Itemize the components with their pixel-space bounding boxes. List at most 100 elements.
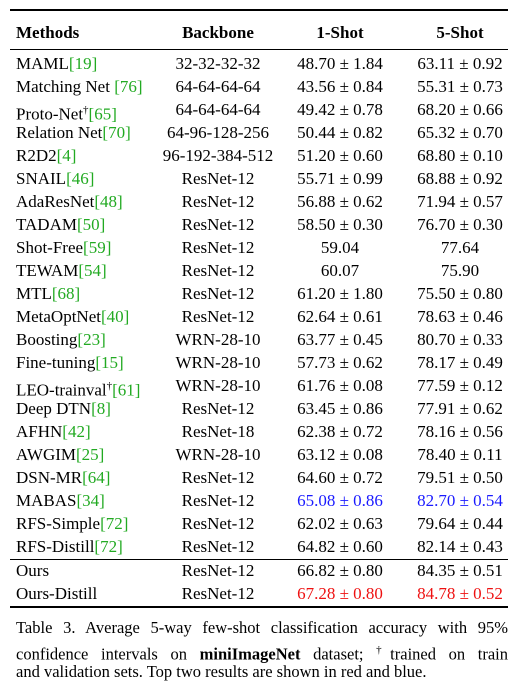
accuracy-cell: 63.77 ± 0.45 — [297, 330, 383, 349]
accuracy-cell: 76.70 ± 0.30 — [417, 215, 503, 234]
caption-text: trained on train — [390, 644, 509, 664]
method-cell: Fine-tuning[15] — [16, 353, 124, 373]
method-name: Ours — [16, 561, 50, 580]
accuracy-cell: 57.73 ± 0.62 — [297, 353, 383, 372]
accuracy-cell: 55.71 ± 0.99 — [297, 169, 383, 188]
backbone-cell: ResNet-12 — [181, 284, 255, 303]
accuracy-cell: 80.70 ± 0.33 — [417, 330, 503, 349]
method-cell: Proto-Net†[65] — [16, 100, 117, 125]
header-rule — [10, 49, 508, 50]
column-header: Methods — [16, 23, 80, 42]
method-cell: AdaResNet[48] — [16, 192, 123, 212]
method-name: SNAIL — [16, 169, 67, 188]
method-cell: MetaOptNet[40] — [16, 307, 129, 327]
citation: [50] — [76, 215, 106, 234]
citation: [65] — [88, 104, 117, 124]
caption-text: and validation sets. Top two results are… — [16, 662, 427, 681]
backbone-cell: ResNet-12 — [181, 584, 255, 603]
backbone-cell: WRN-28-10 — [175, 445, 261, 464]
accuracy-cell: 58.50 ± 0.30 — [297, 215, 383, 234]
caption-line: Table 3. Average 5-way few-shot classifi… — [16, 617, 508, 639]
accuracy-cell: 51.20 ± 0.60 — [297, 146, 383, 165]
citation: [72] — [100, 514, 129, 533]
caption-text: miniImageNet — [199, 644, 301, 664]
citation: [19] — [68, 54, 98, 73]
method-name: TEWAM — [16, 261, 79, 280]
caption-text: dataset; — [300, 644, 377, 664]
column-header: 1-Shot — [316, 23, 364, 42]
accuracy-cell: 60.07 — [320, 261, 360, 280]
citation: [76] — [114, 77, 143, 96]
backbone-cell: ResNet-12 — [181, 491, 255, 510]
citation: [54] — [78, 261, 107, 280]
accuracy-cell: 77.91 ± 0.62 — [417, 399, 503, 418]
caption-line: confidence intervals on miniImageNet dat… — [16, 639, 508, 666]
top-rule — [10, 9, 508, 11]
accuracy-cell: 68.88 ± 0.92 — [417, 169, 503, 188]
method-cell: MAML[19] — [16, 54, 97, 74]
accuracy-cell: 78.63 ± 0.46 — [417, 307, 503, 326]
method-cell: Relation Net[70] — [16, 123, 131, 143]
accuracy-cell: 48.70 ± 1.84 — [297, 54, 383, 73]
method-name: DSN-MR — [16, 468, 83, 487]
citation: [34] — [76, 491, 105, 510]
accuracy-cell: 63.12 ± 0.08 — [297, 445, 383, 464]
method-cell: DSN-MR[64] — [16, 468, 110, 488]
backbone-cell: ResNet-12 — [181, 261, 255, 280]
method-cell: TADAM[50] — [16, 215, 105, 235]
caption-line: and validation sets. Top two results are… — [16, 661, 508, 683]
citation: [40] — [100, 307, 130, 326]
method-cell: Ours — [16, 561, 49, 581]
accuracy-cell: 65.08 ± 0.86 — [297, 491, 383, 510]
accuracy-cell: 79.51 ± 0.50 — [417, 468, 503, 487]
accuracy-cell: 68.80 ± 0.10 — [417, 146, 503, 165]
method-name: RFS-Distill — [16, 537, 95, 556]
citation: [46] — [66, 169, 95, 188]
citation: [61] — [112, 380, 141, 400]
citation: [59] — [83, 238, 112, 257]
backbone-cell: 32-32-32-32 — [175, 54, 261, 73]
citation: [4] — [56, 146, 77, 165]
column-header: 5-Shot — [436, 23, 484, 42]
backbone-cell: ResNet-12 — [181, 307, 255, 326]
method-cell: RFS-Simple[72] — [16, 514, 128, 534]
method-cell: TEWAM[54] — [16, 261, 107, 281]
method-cell: RFS-Distill[72] — [16, 537, 123, 557]
method-name: Proto-Net — [16, 104, 84, 124]
method-name: Matching Net — [16, 77, 115, 96]
method-name: LEO-trainval — [16, 380, 107, 400]
method-cell: Boosting[23] — [16, 330, 106, 350]
accuracy-cell: 63.11 ± 0.92 — [417, 54, 503, 73]
accuracy-cell: 77.64 — [440, 238, 480, 257]
method-name: MetaOptNet — [16, 307, 101, 326]
method-name: Relation Net — [16, 123, 103, 142]
backbone-cell: 96-192-384-512 — [162, 146, 274, 165]
backbone-cell: ResNet-12 — [181, 561, 255, 580]
accuracy-cell: 64.60 ± 0.72 — [297, 468, 383, 487]
accuracy-cell: 75.50 ± 0.80 — [417, 284, 503, 303]
accuracy-cell: 79.64 ± 0.44 — [417, 514, 503, 533]
method-cell: AFHN[42] — [16, 422, 91, 442]
citation: [42] — [62, 422, 91, 441]
dagger: † — [83, 104, 89, 116]
citation: [25] — [76, 445, 105, 464]
accuracy-cell: 62.64 ± 0.61 — [297, 307, 383, 326]
backbone-cell: 64-64-64-64 — [175, 77, 261, 96]
backbone-cell: ResNet-12 — [181, 537, 255, 556]
method-name: Fine-tuning — [16, 353, 96, 372]
accuracy-cell: 50.44 ± 0.82 — [297, 123, 383, 142]
method-name: MAML — [16, 54, 69, 73]
backbone-cell: ResNet-12 — [181, 468, 255, 487]
method-name: MABAS — [16, 491, 77, 510]
backbone-cell: 64-96-128-256 — [167, 123, 269, 142]
method-name: Boosting — [16, 330, 78, 349]
backbone-cell: ResNet-12 — [181, 192, 255, 211]
method-cell: LEO-trainval†[61] — [16, 376, 140, 401]
backbone-cell: ResNet-12 — [181, 215, 255, 234]
accuracy-cell: 84.35 ± 0.51 — [417, 561, 503, 580]
dagger: † — [106, 380, 113, 392]
accuracy-cell: 67.28 ± 0.80 — [297, 584, 383, 603]
backbone-cell: ResNet-12 — [181, 238, 255, 257]
accuracy-cell: 82.70 ± 0.54 — [417, 491, 503, 510]
method-name: TADAM — [16, 215, 77, 234]
